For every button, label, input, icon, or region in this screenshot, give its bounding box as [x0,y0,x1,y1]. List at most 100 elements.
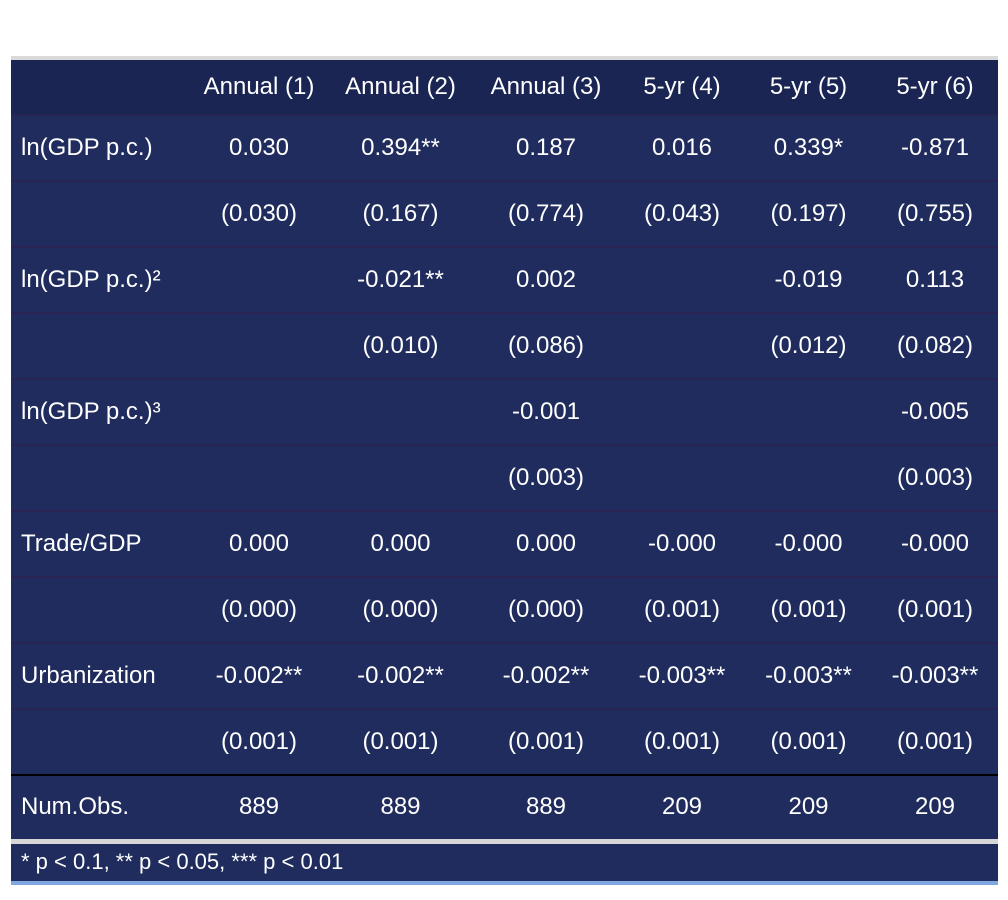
cell [190,313,328,379]
column-header: Annual (3) [490,73,602,100]
row-label: Urbanization [21,662,156,689]
cell: (0.001) [896,596,974,623]
cell: -0.002** [502,662,590,689]
header-cell [11,58,190,115]
cell: 0.113 [905,266,965,293]
cell [328,379,473,445]
cell: 0.030 [228,134,290,161]
cell: -0.005 [900,398,970,425]
row-label: Num.Obs. [21,793,130,821]
cell: 0.000 [370,530,431,557]
cell: (0.001) [507,728,585,755]
cell: (0.003) [507,464,585,491]
cell: -0.003** [638,662,726,689]
row-label [11,181,190,247]
cell: -0.002** [215,662,303,689]
cell [619,247,745,313]
cell: (0.197) [770,200,847,227]
cell: (0.000) [507,596,585,623]
cell: (0.010) [362,332,439,359]
body-row: (0.001) (0.001) (0.001) (0.001) (0.001) (0.00… [11,709,998,775]
cell: -0.000 [647,530,717,557]
cell: (0.774) [507,200,585,227]
cell [190,247,328,313]
cell: (0.001) [643,728,721,755]
cell [745,445,872,511]
cell: 0.339* [773,134,844,161]
header-row: Annual (1) Annual (2) Annual (3) 5-yr (4) 5-… [11,58,998,115]
cell: -0.003** [765,662,852,689]
column-header: 5-yr (6) [896,73,974,100]
column-header: 5-yr (5) [769,73,848,100]
body-row: (0.003) (0.003) [11,445,998,511]
row-label: ln(GDP p.c.)³ [21,398,161,425]
cell: (0.043) [643,200,721,227]
cell: 889 [238,793,280,821]
cell: 0.002 [515,266,577,293]
column-header: 5-yr (4) [643,73,721,100]
cell: (0.030) [220,200,298,227]
regression-table: Annual (1) Annual (2) Annual (3) 5-yr (4) 5-… [11,56,998,885]
cell [619,445,745,511]
row-label: ln(GDP p.c.)² [21,266,161,293]
cell: 209 [661,793,703,821]
body-row: ln(GDP p.c.) 0.030 0.394** 0.187 0.016 0.339*… [11,115,998,181]
body-row: (0.010) (0.086) (0.012) (0.082) [11,313,998,379]
cell: (0.000) [220,596,298,623]
footnote-row: * p < 0.1, ** p < 0.05, *** p < 0.01 [11,841,998,883]
row-label [11,577,190,643]
cell: (0.082) [896,332,974,359]
cell: -0.000 [774,530,843,557]
cell: (0.001) [220,728,298,755]
cell: (0.001) [770,728,847,755]
cell: (0.167) [362,200,439,227]
cell: (0.000) [362,596,439,623]
row-label [11,709,190,775]
row-label: ln(GDP p.c.) [21,134,153,161]
body-row: Urbanization -0.002** -0.002** -0.002** -0.0… [11,643,998,709]
cell: 0.187 [515,134,577,161]
footnote: * p < 0.1, ** p < 0.05, *** p < 0.01 [21,849,344,875]
cell [745,379,872,445]
cell [190,445,328,511]
cell: (0.003) [896,464,974,491]
cell: 209 [788,793,829,821]
cell: 209 [914,793,956,821]
cell: -0.002** [357,662,444,689]
cell: (0.001) [362,728,439,755]
column-header: Annual (2) [345,73,456,100]
body-row: (0.000) (0.000) (0.000) (0.001) (0.001) (0.00… [11,577,998,643]
table-container: Annual (1) Annual (2) Annual (3) 5-yr (4) 5-… [11,56,998,885]
body-row: ln(GDP p.c.)³ -0.001 -0.005 [11,379,998,445]
row-label: Trade/GDP [21,530,142,557]
cell: (0.001) [770,596,847,623]
cell: 889 [525,793,567,821]
summary-row: Num.Obs. 889 889 889 209 209 209 [11,775,998,841]
cell: -0.000 [900,530,970,557]
cell: (0.001) [643,596,721,623]
body-row: ln(GDP p.c.)² -0.021** 0.002 -0.019 0.113 [11,247,998,313]
cell: -0.019 [774,266,843,293]
cell: -0.003** [891,662,979,689]
cell [619,313,745,379]
body-row: Trade/GDP 0.000 0.000 0.000 -0.000 -0.000 -0.0… [11,511,998,577]
cell: 889 [380,793,421,821]
cell: -0.021** [357,266,444,293]
row-label [11,313,190,379]
cell: (0.001) [896,728,974,755]
cell: (0.086) [507,332,585,359]
row-label [11,445,190,511]
cell [328,445,473,511]
cell: 0.000 [515,530,577,557]
column-header: Annual (1) [203,73,315,100]
cell: (0.012) [770,332,847,359]
cell [619,379,745,445]
body-row: (0.030) (0.167) (0.774) (0.043) (0.197) (0.75… [11,181,998,247]
table-header: Annual (1) Annual (2) Annual (3) 5-yr (4) 5-… [11,58,998,115]
cell: 0.394** [361,134,440,161]
cell: -0.871 [900,134,970,161]
cell: 0.000 [228,530,290,557]
cell: 0.016 [651,134,713,161]
table-body: ln(GDP p.c.) 0.030 0.394** 0.187 0.016 0.339*… [11,115,998,883]
